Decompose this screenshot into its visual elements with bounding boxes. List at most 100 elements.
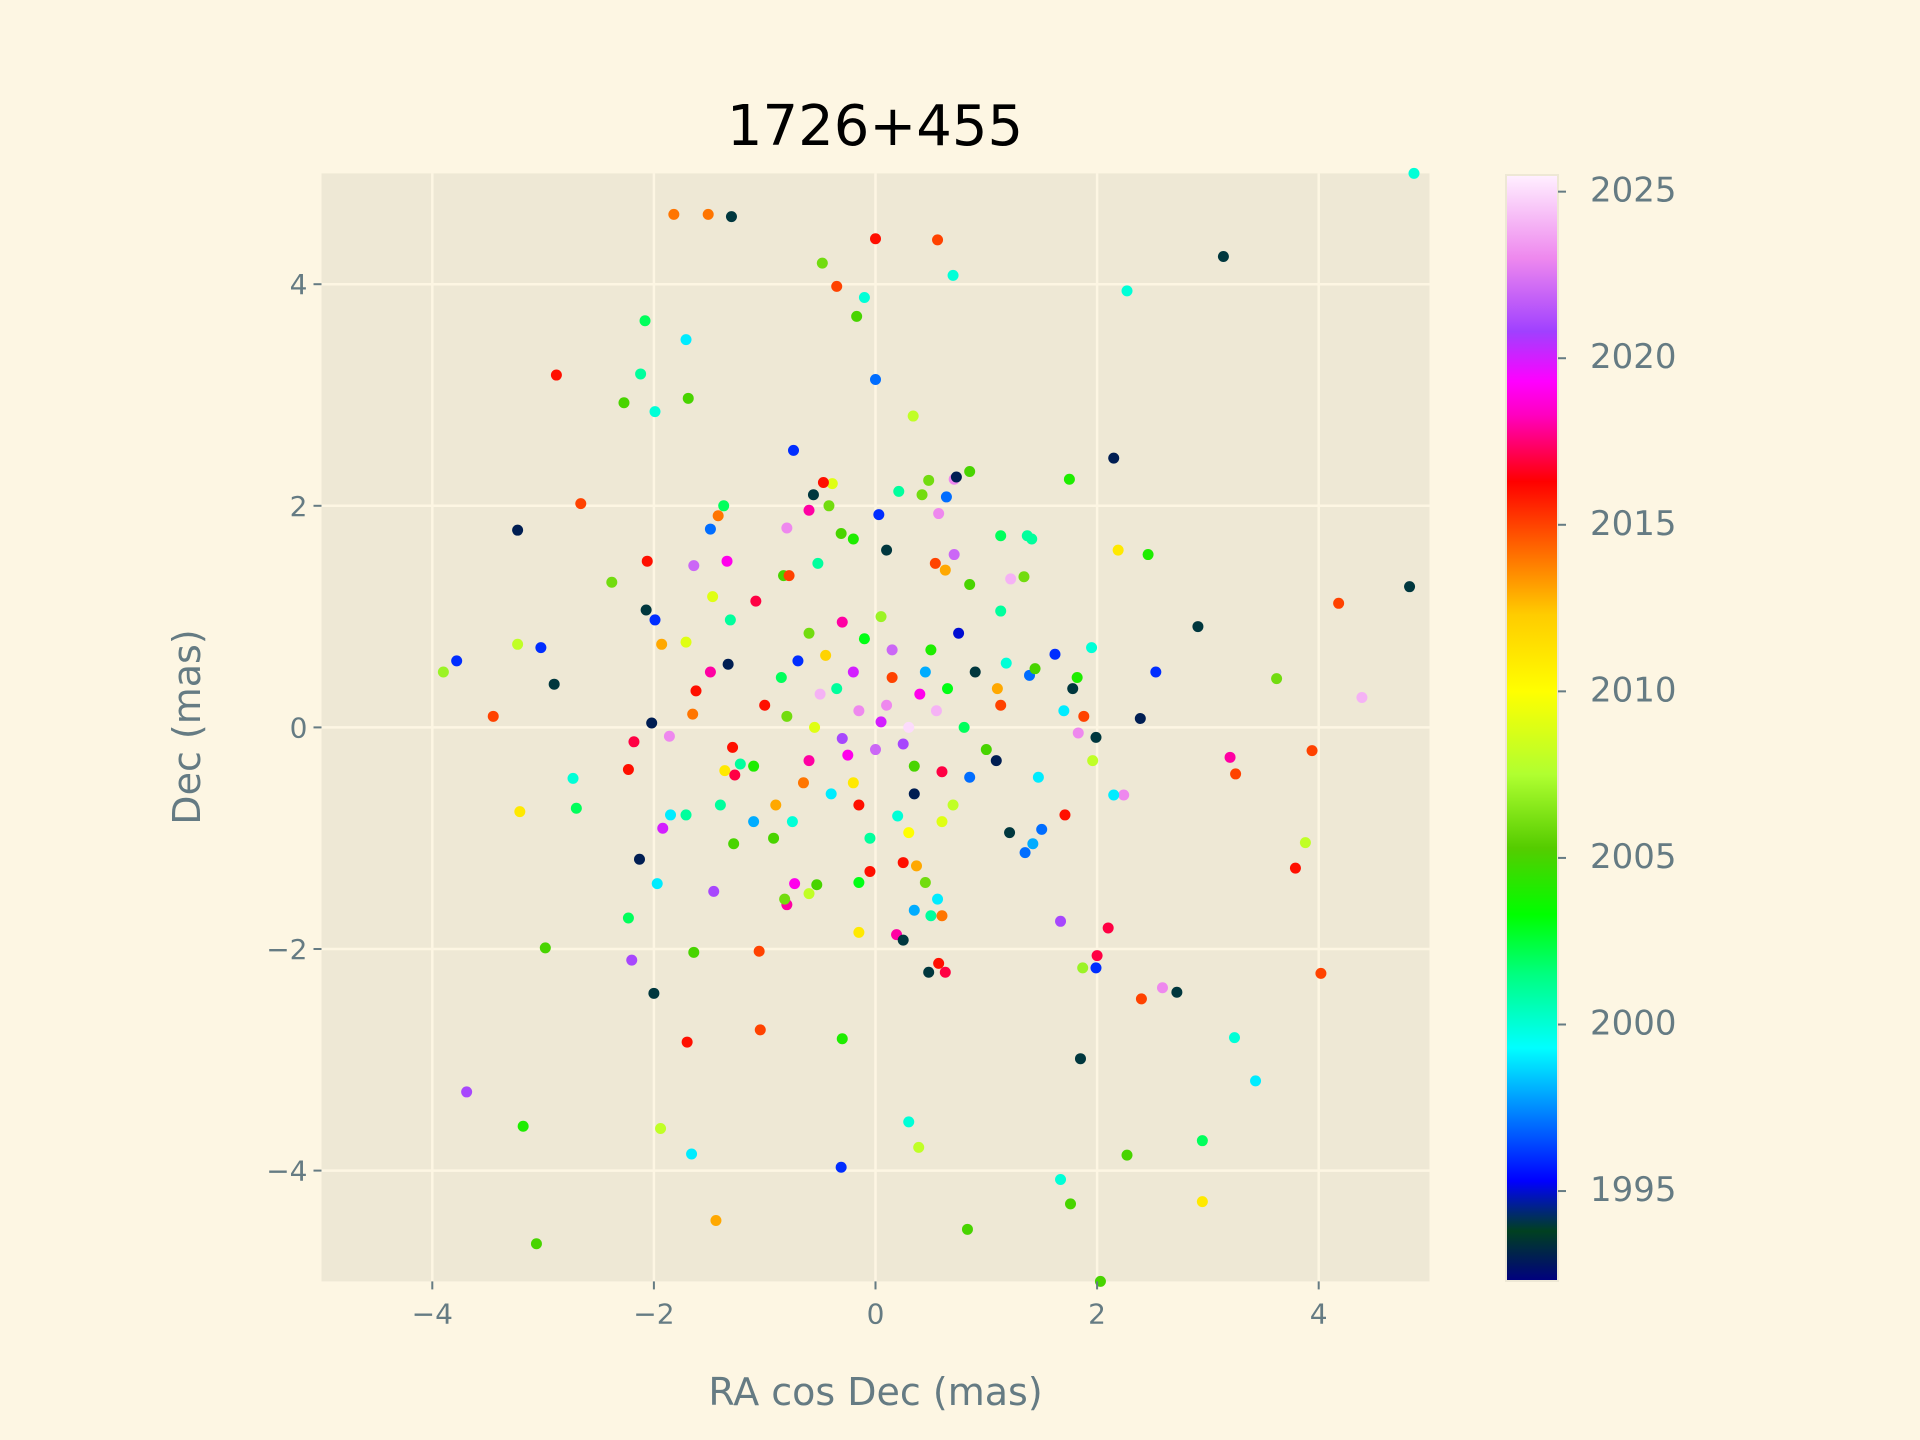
data-point [729, 769, 741, 781]
data-point [651, 878, 663, 890]
data-point [570, 802, 582, 814]
data-point [1000, 657, 1012, 669]
y-tick-label: 2 [290, 490, 308, 523]
data-point [964, 465, 976, 477]
data-point [451, 655, 463, 667]
data-point [788, 444, 800, 456]
data-point [836, 1033, 848, 1045]
data-point [870, 744, 881, 756]
data-point [1408, 167, 1420, 179]
data-point [1087, 755, 1099, 767]
data-point [936, 766, 948, 778]
data-point [939, 564, 951, 576]
data-point [1356, 691, 1368, 703]
data-point [734, 758, 746, 770]
data-point [517, 1120, 529, 1132]
data-point [881, 544, 893, 556]
x-tick-label: 4 [1310, 1297, 1328, 1330]
chart-title: 1726+455 [727, 94, 1023, 159]
data-point [539, 942, 551, 954]
data-point [803, 504, 815, 516]
data-point [797, 777, 809, 789]
data-point [789, 878, 801, 890]
data-point [969, 666, 981, 678]
data-point [759, 699, 771, 711]
data-point [807, 489, 819, 501]
data-point [847, 533, 859, 545]
data-point [1090, 731, 1102, 743]
data-point [750, 595, 762, 607]
data-point [995, 530, 1007, 542]
x-tick-label: 0 [867, 1297, 885, 1330]
data-point [1032, 771, 1044, 783]
data-point [809, 721, 821, 733]
data-point [688, 946, 700, 958]
data-point [1306, 745, 1318, 757]
data-point [1150, 666, 1162, 678]
data-point [1135, 993, 1147, 1005]
data-point [886, 644, 898, 656]
data-point [995, 605, 1007, 617]
data-point [512, 524, 524, 536]
data-point [668, 208, 680, 220]
data-point [893, 485, 905, 497]
data-point [770, 799, 782, 811]
data-point [1142, 549, 1154, 561]
data-point [690, 685, 702, 697]
data-point [1196, 1135, 1208, 1147]
data-point [1063, 473, 1075, 485]
data-point [641, 555, 653, 567]
data-point [1108, 452, 1120, 464]
data-point [1036, 823, 1048, 835]
data-point [707, 591, 719, 603]
data-point [1217, 251, 1229, 262]
data-point [1065, 1198, 1077, 1210]
data-point [939, 966, 951, 978]
data-point [897, 934, 909, 946]
data-point [1112, 544, 1124, 556]
data-point [991, 683, 1003, 695]
data-point [618, 397, 630, 409]
data-point [1404, 581, 1416, 593]
data-points [437, 167, 1420, 1287]
data-point [803, 755, 815, 767]
data-point [725, 211, 737, 223]
data-point [1091, 950, 1103, 962]
data-point [1026, 533, 1038, 545]
data-point [1228, 1032, 1240, 1044]
data-point [1029, 663, 1041, 675]
x-tick-label: −4 [412, 1297, 453, 1330]
data-point [628, 736, 640, 748]
y-axis-ticks: −4 −2 0 2 4 [266, 268, 322, 1188]
data-point [908, 788, 920, 800]
data-point [812, 557, 824, 569]
data-point [923, 474, 935, 486]
x-tick-label: 2 [1088, 1297, 1106, 1330]
data-point [836, 616, 848, 628]
data-point [853, 926, 865, 938]
data-point [640, 604, 652, 616]
data-point [680, 809, 692, 821]
data-point [1019, 847, 1031, 859]
data-point [1055, 915, 1067, 927]
data-point [487, 710, 499, 722]
data-point [718, 500, 730, 512]
data-point [648, 987, 660, 999]
data-point [875, 611, 887, 623]
data-point [940, 491, 952, 503]
data-point [864, 832, 876, 844]
data-point [881, 699, 893, 711]
data-point [853, 877, 865, 889]
data-point [1289, 862, 1301, 874]
data-point [680, 636, 692, 648]
data-point [1058, 705, 1070, 717]
data-point [820, 649, 832, 661]
data-point [710, 1214, 722, 1226]
data-point [728, 838, 740, 850]
data-point [858, 291, 870, 303]
data-point [626, 954, 638, 966]
data-point [1196, 1196, 1208, 1208]
data-point [721, 555, 733, 567]
y-axis-label: Dec (mas) [165, 629, 209, 824]
data-point [1118, 789, 1130, 801]
